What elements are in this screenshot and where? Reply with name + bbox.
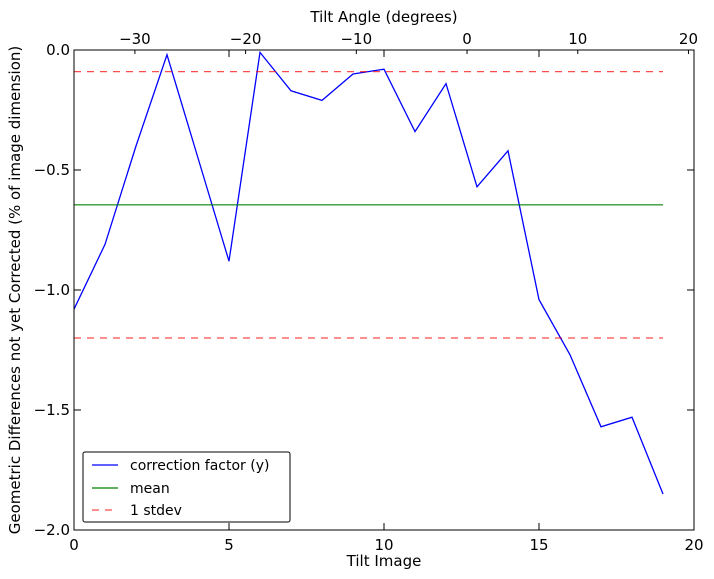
- y-tick-label: −1.5: [34, 401, 70, 419]
- legend: correction factor (y) mean 1 stdev: [82, 451, 291, 523]
- x-tick-label: 20: [684, 536, 703, 554]
- top-x-tick-label: −20: [230, 30, 262, 48]
- top-x-axis-title: Tilt Angle (degrees): [309, 8, 457, 26]
- y-axis-title: Geometric Differences not yet Corrected …: [6, 46, 24, 535]
- y-tick-label: −1.0: [34, 281, 70, 299]
- x-axis-title: Tilt Image: [346, 552, 422, 570]
- legend-box: [82, 451, 291, 523]
- legend-label-mean: mean: [130, 481, 170, 497]
- x-tick-label: 5: [224, 536, 234, 554]
- y-tick-label: −0.5: [34, 161, 70, 179]
- y-tick-label: −2.0: [34, 521, 70, 539]
- top-x-tick-label: 10: [568, 30, 587, 48]
- x-tick-label: 10: [374, 536, 393, 554]
- plot-content: [73, 50, 664, 495]
- top-x-tick-label: 0: [462, 30, 472, 48]
- ticks: 0 5 10 15 20 −30 −20 −10 0 10 20 0.0 −0.5 −1.0 −1.5 −2.…: [34, 30, 704, 554]
- legend-label-stdev: 1 stdev: [130, 503, 182, 519]
- x-tick-label: 15: [529, 536, 548, 554]
- series-line-0: [73, 50, 664, 495]
- x-tick-label: 0: [69, 536, 79, 554]
- top-x-tick-label: 20: [679, 30, 698, 48]
- top-x-tick-label: −30: [119, 30, 151, 48]
- legend-label-correction-factor: correction factor (y): [130, 458, 269, 474]
- y-tick-label: 0.0: [46, 41, 70, 59]
- top-x-tick-label: −10: [340, 30, 372, 48]
